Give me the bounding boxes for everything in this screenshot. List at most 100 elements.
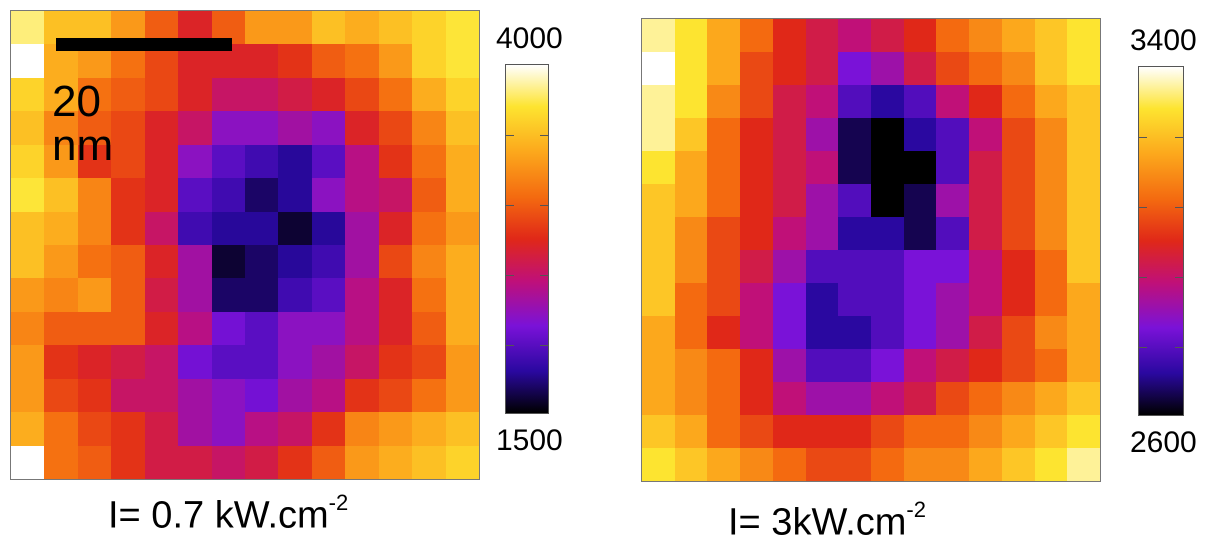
heatmap-cell [111, 378, 145, 413]
heatmap-cell [345, 211, 379, 245]
heatmap-cell [772, 448, 806, 481]
heatmap-cell [740, 151, 773, 184]
heatmap-cell [805, 316, 839, 349]
heatmap-cell [1001, 283, 1035, 316]
heatmap-cell [1034, 250, 1068, 283]
heatmap-cell [11, 44, 45, 78]
heatmap-cell [936, 283, 970, 316]
heatmap-cell [740, 52, 773, 85]
heatmap-cell [111, 144, 145, 179]
heatmap-cell [707, 283, 741, 316]
heatmap-cell [674, 448, 708, 481]
heatmap-cell [244, 144, 279, 179]
heatmap-cell [44, 278, 78, 312]
heatmap-cell [838, 52, 871, 85]
heatmap-cell [1001, 184, 1035, 217]
heatmap-cell [311, 111, 346, 145]
heatmap-cell [445, 278, 479, 312]
colorbar-max-left: 4000 [496, 22, 563, 55]
heatmap-cell [772, 283, 806, 316]
heatmap-cell [674, 382, 708, 415]
heatmap-cell [111, 77, 145, 112]
heatmap-cell [1067, 382, 1100, 415]
heatmap-cell [144, 144, 179, 179]
heatmap-cell [1067, 415, 1100, 448]
heatmap-cell [903, 19, 937, 52]
heatmap-cell [311, 278, 346, 312]
heatmap-cell [111, 178, 145, 212]
heatmap-cell [805, 283, 839, 316]
heatmap-cell [178, 211, 212, 245]
heatmap-cell [211, 211, 245, 245]
heatmap-cell [11, 244, 45, 279]
caption-right: I= 3kW.cm-2 [728, 499, 926, 542]
heatmap-cell [772, 250, 806, 283]
heatmap-cell [144, 311, 179, 346]
heatmap-cell [412, 244, 446, 279]
heatmap-cell [838, 382, 871, 415]
heatmap-cell [311, 378, 346, 413]
heatmap-cell [838, 85, 871, 118]
heatmap-cell [772, 349, 806, 382]
heatmap-cell [740, 415, 773, 448]
heatmap-cell [378, 244, 413, 279]
caption-left-exp: -2 [328, 490, 349, 515]
heatmap-cell [1034, 316, 1068, 349]
heatmap-cell [412, 178, 446, 212]
heatmap-cell [838, 415, 871, 448]
heatmap-cell [77, 211, 112, 245]
heatmap-cell [969, 349, 1002, 382]
heatmap-cell [445, 211, 479, 245]
colorbar-min-right: 2600 [1130, 426, 1197, 459]
heatmap-cell [1034, 19, 1068, 52]
heatmap-cell [936, 184, 970, 217]
heatmap-cell [11, 211, 45, 245]
heatmap-cell [144, 345, 179, 379]
heatmap-cell [707, 316, 741, 349]
heatmap-cell [445, 345, 479, 379]
heatmap-cell [674, 316, 708, 349]
heatmap-cell [674, 184, 708, 217]
heatmap-cell [244, 178, 279, 212]
heatmap-cell [44, 77, 78, 112]
heatmap-cell [936, 316, 970, 349]
heatmap-cell [805, 184, 839, 217]
heatmap-cell [111, 244, 145, 279]
heatmap-cell [345, 445, 379, 479]
heatmap-cell [772, 118, 806, 151]
heatmap-cell [674, 118, 708, 151]
colorbar-right [1138, 66, 1184, 416]
heatmap-cell [211, 144, 245, 179]
heatmap-cell [211, 77, 245, 112]
heatmap-cell [642, 316, 675, 349]
heatmap-cell [412, 77, 446, 112]
heatmap-cell [345, 412, 379, 446]
heatmap-cell [44, 144, 78, 179]
heatmap-cell [642, 217, 675, 250]
heatmap-cell [642, 52, 675, 85]
heatmap-cell [378, 311, 413, 346]
heatmap-cell [311, 44, 346, 78]
heatmap-cell [969, 415, 1002, 448]
heatmap-cell [378, 345, 413, 379]
heatmap-cell [11, 111, 45, 145]
heatmap-cell [178, 178, 212, 212]
heatmap-cell [412, 111, 446, 145]
heatmap-cell [772, 415, 806, 448]
heatmap-cell [77, 311, 112, 346]
heatmap-cell [311, 178, 346, 212]
heatmap-cell [11, 378, 45, 413]
heatmap-cell [378, 77, 413, 112]
heatmap-cell [244, 44, 279, 78]
heatmap-cell [244, 278, 279, 312]
heatmap-cell [278, 445, 312, 479]
heatmap-cell [111, 111, 145, 145]
heatmap-cell [378, 445, 413, 479]
heatmap-cell [244, 378, 279, 413]
heatmap-cell [805, 415, 839, 448]
heatmap-cell [1001, 118, 1035, 151]
heatmap-cell [674, 85, 708, 118]
heatmap-cell [772, 151, 806, 184]
heatmap-cell [707, 52, 741, 85]
heatmap-cell [77, 111, 112, 145]
